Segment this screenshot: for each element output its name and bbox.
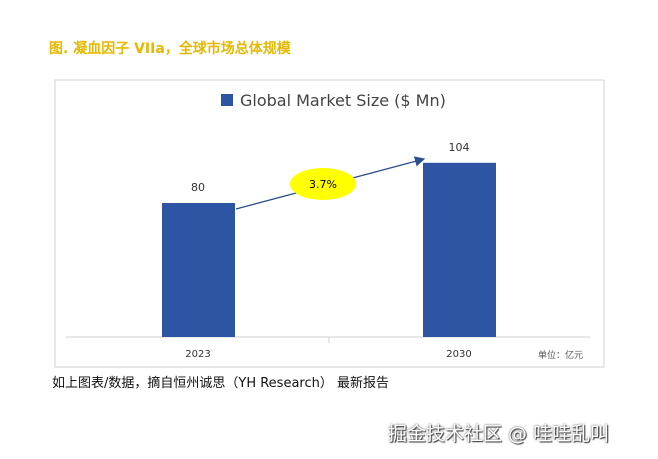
data-label-2030: 104 (449, 141, 470, 154)
bar-2030 (423, 162, 496, 337)
figure-title: 图. 凝血因子 VIIa，全球市场总体规模 (49, 41, 291, 57)
legend-swatch (221, 94, 233, 106)
cagr-label: 3.7% (309, 178, 337, 191)
unit-note: 单位：亿元 (538, 349, 583, 361)
legend-label: Global Market Size ($ Mn) (240, 91, 446, 110)
watermark: 掘金技术社区 @ 哇哇乱叫 (388, 423, 610, 445)
data-label-2023: 80 (191, 181, 205, 194)
bar-2023 (162, 203, 235, 337)
chart-border (54, 79, 605, 368)
x-tick-2023: 2023 (185, 349, 210, 360)
source-note: 如上图表/数据，摘自恒州诚思（YH Research） 最新报告 (52, 376, 389, 391)
x-tick-2030: 2030 (446, 349, 471, 360)
cagr-ellipse (290, 168, 356, 200)
